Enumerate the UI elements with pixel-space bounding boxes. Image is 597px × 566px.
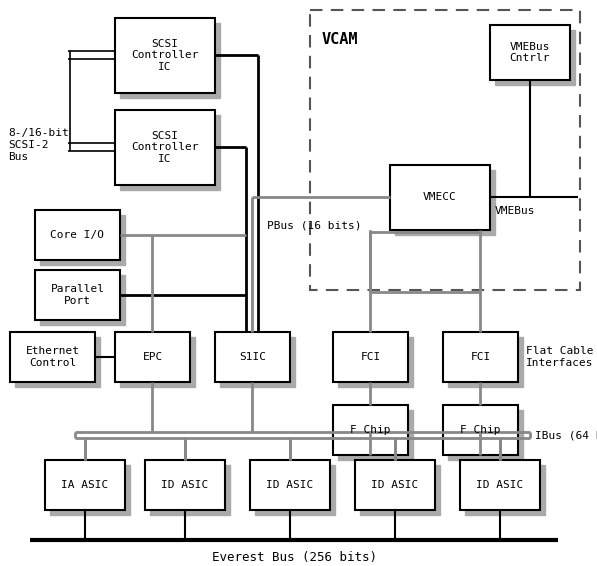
Bar: [490, 25, 570, 80]
Bar: [333, 332, 408, 382]
Bar: [338, 337, 413, 387]
Text: EPC: EPC: [142, 352, 162, 362]
Bar: [120, 23, 220, 98]
Text: FCI: FCI: [470, 352, 491, 362]
Bar: [120, 115, 220, 190]
Text: IBus (64 bits): IBus (64 bits): [535, 430, 597, 440]
Text: VMECC: VMECC: [423, 192, 457, 203]
Bar: [448, 410, 523, 460]
Bar: [50, 465, 130, 515]
Text: S1IC: S1IC: [239, 352, 266, 362]
Text: VMEBus: VMEBus: [495, 206, 536, 216]
Bar: [10, 332, 95, 382]
Text: VMEBus
Cntrlr: VMEBus Cntrlr: [510, 42, 550, 63]
Bar: [360, 465, 440, 515]
Bar: [250, 460, 330, 510]
Bar: [45, 460, 125, 510]
Bar: [115, 110, 215, 185]
Bar: [465, 465, 545, 515]
Text: SCSI
Controller
IC: SCSI Controller IC: [131, 131, 199, 164]
Bar: [460, 460, 540, 510]
Text: 8-/16-bit
SCSI-2
Bus: 8-/16-bit SCSI-2 Bus: [8, 128, 69, 162]
Bar: [40, 275, 125, 325]
Bar: [35, 270, 120, 320]
Text: Core I/O: Core I/O: [51, 230, 104, 240]
Bar: [443, 332, 518, 382]
Text: IA ASIC: IA ASIC: [61, 480, 109, 490]
Text: VCAM: VCAM: [322, 32, 359, 47]
Text: FCI: FCI: [361, 352, 381, 362]
Bar: [395, 170, 495, 235]
Text: F Chip: F Chip: [350, 425, 391, 435]
Bar: [255, 465, 335, 515]
Bar: [215, 332, 290, 382]
Text: ID ASIC: ID ASIC: [266, 480, 313, 490]
Bar: [443, 405, 518, 455]
Text: Flat Cable
Interfaces: Flat Cable Interfaces: [526, 346, 593, 368]
Text: SCSI
Controller
IC: SCSI Controller IC: [131, 39, 199, 72]
Bar: [390, 165, 490, 230]
Bar: [333, 405, 408, 455]
Text: F Chip: F Chip: [460, 425, 501, 435]
Text: Parallel
Port: Parallel Port: [51, 284, 104, 306]
Bar: [310, 10, 580, 290]
Bar: [338, 410, 413, 460]
Bar: [115, 18, 215, 93]
Bar: [355, 460, 435, 510]
Bar: [15, 337, 100, 387]
Text: Ethernet
Control: Ethernet Control: [26, 346, 79, 368]
Text: Everest Bus (256 bits): Everest Bus (256 bits): [211, 551, 377, 564]
Bar: [120, 337, 195, 387]
Bar: [145, 460, 225, 510]
Text: ID ASIC: ID ASIC: [161, 480, 208, 490]
Bar: [150, 465, 230, 515]
Bar: [495, 30, 575, 85]
Bar: [220, 337, 295, 387]
Text: PBus (16 bits): PBus (16 bits): [267, 220, 362, 230]
Bar: [35, 210, 120, 260]
Bar: [115, 332, 190, 382]
Bar: [448, 337, 523, 387]
Text: ID ASIC: ID ASIC: [476, 480, 524, 490]
Bar: [40, 215, 125, 265]
Text: ID ASIC: ID ASIC: [371, 480, 418, 490]
